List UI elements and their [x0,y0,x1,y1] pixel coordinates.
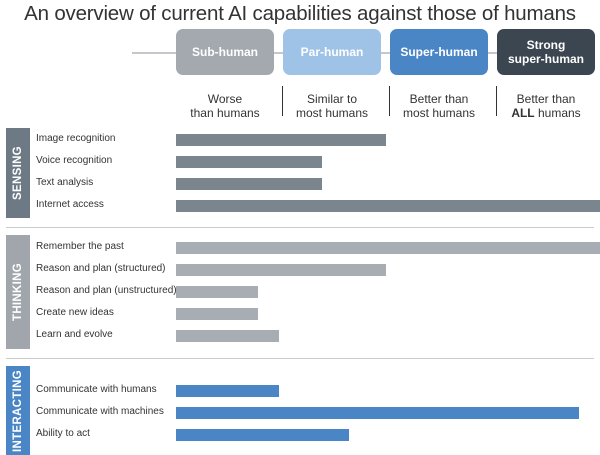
bar-label: Voice recognition [36,155,113,166]
bar-label: Reason and plan (unstructured) [36,285,177,296]
section-sensing: SENSING [6,128,30,218]
level-divider [282,86,283,116]
level-label: super-human [507,52,584,66]
capability-bar [176,264,386,276]
section-label: INTERACTING [12,369,25,452]
capability-bar [176,242,600,254]
level-divider [389,86,390,116]
section-interacting: INTERACTING [6,366,30,455]
capability-bar [176,308,258,320]
bar-label: Ability to act [36,428,90,439]
capability-bar [176,407,579,419]
level-label: Strong [526,38,566,52]
bar-label: Communicate with machines [36,406,164,417]
bar-label: Reason and plan (structured) [36,263,166,274]
level-label: Par-human [300,45,364,59]
capability-bar [176,156,322,168]
bar-label: Create new ideas [36,307,114,318]
level-strong-super-human: Strong super-human [497,29,595,75]
chart-title: An overview of current AI capabilities a… [24,2,576,25]
level-description: Similar to most humans [295,92,369,120]
section-label: THINKING [12,263,25,321]
bar-label: Communicate with humans [36,384,157,395]
bar-label: Image recognition [36,133,116,144]
capability-bar [176,385,279,397]
capability-bar [176,286,258,298]
section-divider [6,227,594,228]
bar-label: Internet access [36,199,104,210]
section-label: SENSING [12,146,24,200]
level-description: Worse than humans [190,92,260,120]
level-description: Better than most humans [402,92,476,120]
capability-bar [176,178,322,190]
level-description: Better than ALL humans [511,92,581,120]
bar-label: Text analysis [36,177,94,188]
level-par-human: Par-human [283,29,381,75]
level-sub-human: Sub-human [176,29,274,75]
capability-bar [176,429,349,441]
section-divider [6,358,594,359]
section-thinking: THINKING [6,235,30,349]
capability-bar [176,134,386,146]
level-label: Super-human [400,45,478,59]
level-label: Sub-human [192,45,258,59]
bar-label: Remember the past [36,241,124,252]
capability-bar [176,330,279,342]
bar-label: Learn and evolve [36,329,113,340]
level-divider [496,86,497,116]
level-super-human: Super-human [390,29,488,75]
capability-bar [176,200,600,212]
